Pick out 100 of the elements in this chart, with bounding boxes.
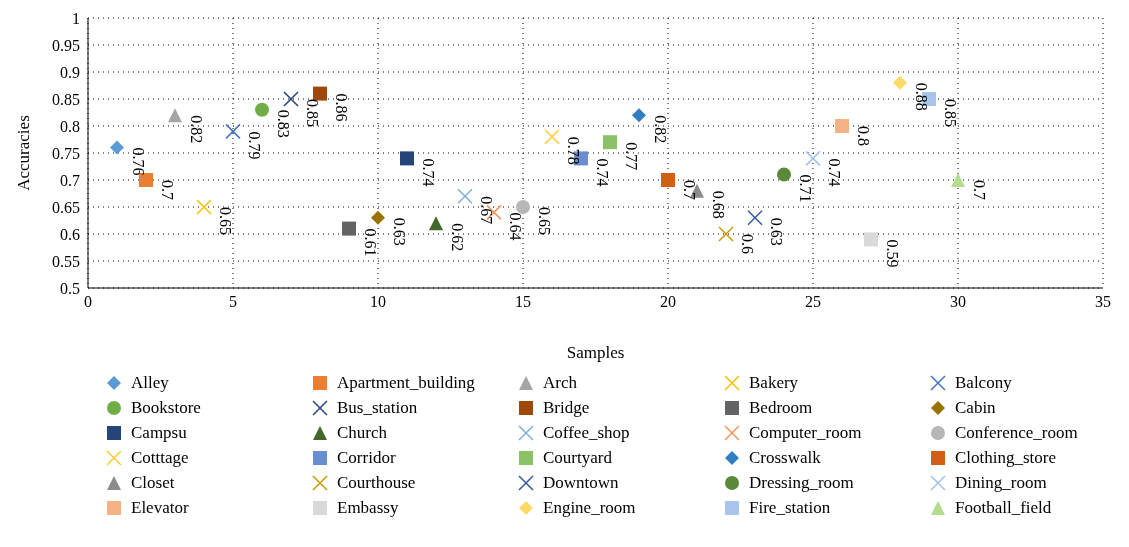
legend-label: Bus_station [337,398,418,418]
legend-label: Arch [543,373,577,393]
point [864,232,878,247]
data-label: 0.85 [304,99,321,127]
data-label: 0.74 [420,158,437,187]
data-label: 0.78 [565,136,582,165]
legend-label: Bakery [749,373,799,393]
y-tick-label: 0.8 [60,117,80,135]
point [168,108,182,123]
data-label: 0.62 [449,223,466,252]
y-tick-label: 0.85 [52,90,80,108]
legend-label: Corridor [337,448,396,468]
y-tick-label: 0.55 [52,252,80,270]
x-tick-label: 0 [84,293,92,311]
y-tick-label: 0.7 [60,171,80,189]
data-label: 0.88 [913,82,930,111]
x-tick-label: 5 [229,293,237,311]
point [805,150,821,167]
x-axis-title: Samples [566,343,625,362]
y-tick-label: 1 [72,9,80,27]
point [429,216,443,231]
y-tick-label: 0.75 [52,144,80,162]
legend-label: Embassy [337,498,399,518]
point [342,221,356,236]
data-label: 0.79 [246,131,263,160]
y-tick-label: 0.95 [52,36,80,54]
legend-label: Closet [131,473,175,493]
data-label: 0.64 [507,212,524,241]
point [400,151,414,166]
data-label: 0.74 [826,158,843,187]
legend-label: Campsu [131,423,187,443]
legend-label: Conference_room [955,423,1078,443]
data-label: 0.82 [652,115,669,144]
legend-label: Courtyard [543,448,612,468]
data-label: 0.68 [710,190,727,219]
legend-label: Cotttage [131,448,189,468]
x-tick-label: 20 [660,293,676,311]
point [893,75,907,90]
point [632,108,646,123]
data-label: 0.67 [478,196,495,225]
point [457,188,473,204]
point [283,91,299,107]
data-label: 0.6 [739,234,756,254]
legend-label: Bridge [543,398,590,418]
x-tick-label: 25 [805,293,821,311]
legend-label: Courthouse [337,473,416,493]
legend-label: Dressing_room [749,473,854,493]
point [603,135,617,150]
legend-label: Alley [131,373,169,393]
point [196,199,212,215]
legend-label: Apartment_building [337,373,475,393]
point [777,167,791,182]
data-label: 0.86 [333,93,350,122]
legend-label: Balcony [955,373,1012,393]
point [255,102,269,117]
x-tick-label: 15 [515,293,531,311]
y-tick-label: 0.9 [60,63,80,81]
x-tick-label: 35 [1095,293,1111,311]
data-label: 0.7 [971,180,988,200]
legend-label: Fire_station [749,498,831,518]
legend-label: Football_field [955,498,1052,518]
legend-label: Crosswalk [749,448,821,468]
point [139,173,153,187]
data-label: 0.59 [884,239,901,268]
data-label: 0.61 [362,228,379,257]
x-tick-label: 10 [370,293,386,311]
data-label: 0.7 [159,180,176,200]
point [747,210,763,226]
data-label: 0.65 [536,207,553,235]
data-label: 0.85 [942,99,959,127]
y-tick-label: 0.65 [52,198,80,216]
legend-label: Cabin [955,398,996,418]
y-tick-label: 0.6 [60,225,80,243]
data-label: 0.7 [681,180,698,200]
legend-label: Coffee_shop [543,423,630,443]
point [110,140,124,155]
data-label: 0.76 [130,147,147,176]
x-tick-label: 30 [950,293,966,311]
legend-label: Bedroom [749,398,813,418]
legend-label: Bookstore [131,398,201,418]
point [225,123,241,140]
data-label: 0.77 [623,142,640,171]
point [544,129,560,145]
data-label: 0.83 [275,109,292,138]
legend-label: Downtown [543,473,619,493]
data-label: 0.63 [768,217,785,246]
data-label: 0.71 [797,174,814,203]
point [371,210,385,225]
y-axis-title: Accuracies [14,115,34,191]
legend-label: Clothing_store [955,448,1057,468]
legend-label: Church [337,423,388,443]
data-label: 0.82 [188,115,205,144]
legend-label: Computer_room [749,423,862,443]
legend-label: Dining_room [955,473,1047,493]
data-label: 0.74 [594,158,611,187]
y-tick-label: 0.5 [60,279,80,297]
legend-label: Engine_room [543,498,636,518]
point [313,86,327,101]
point [661,173,675,187]
point [718,226,734,242]
